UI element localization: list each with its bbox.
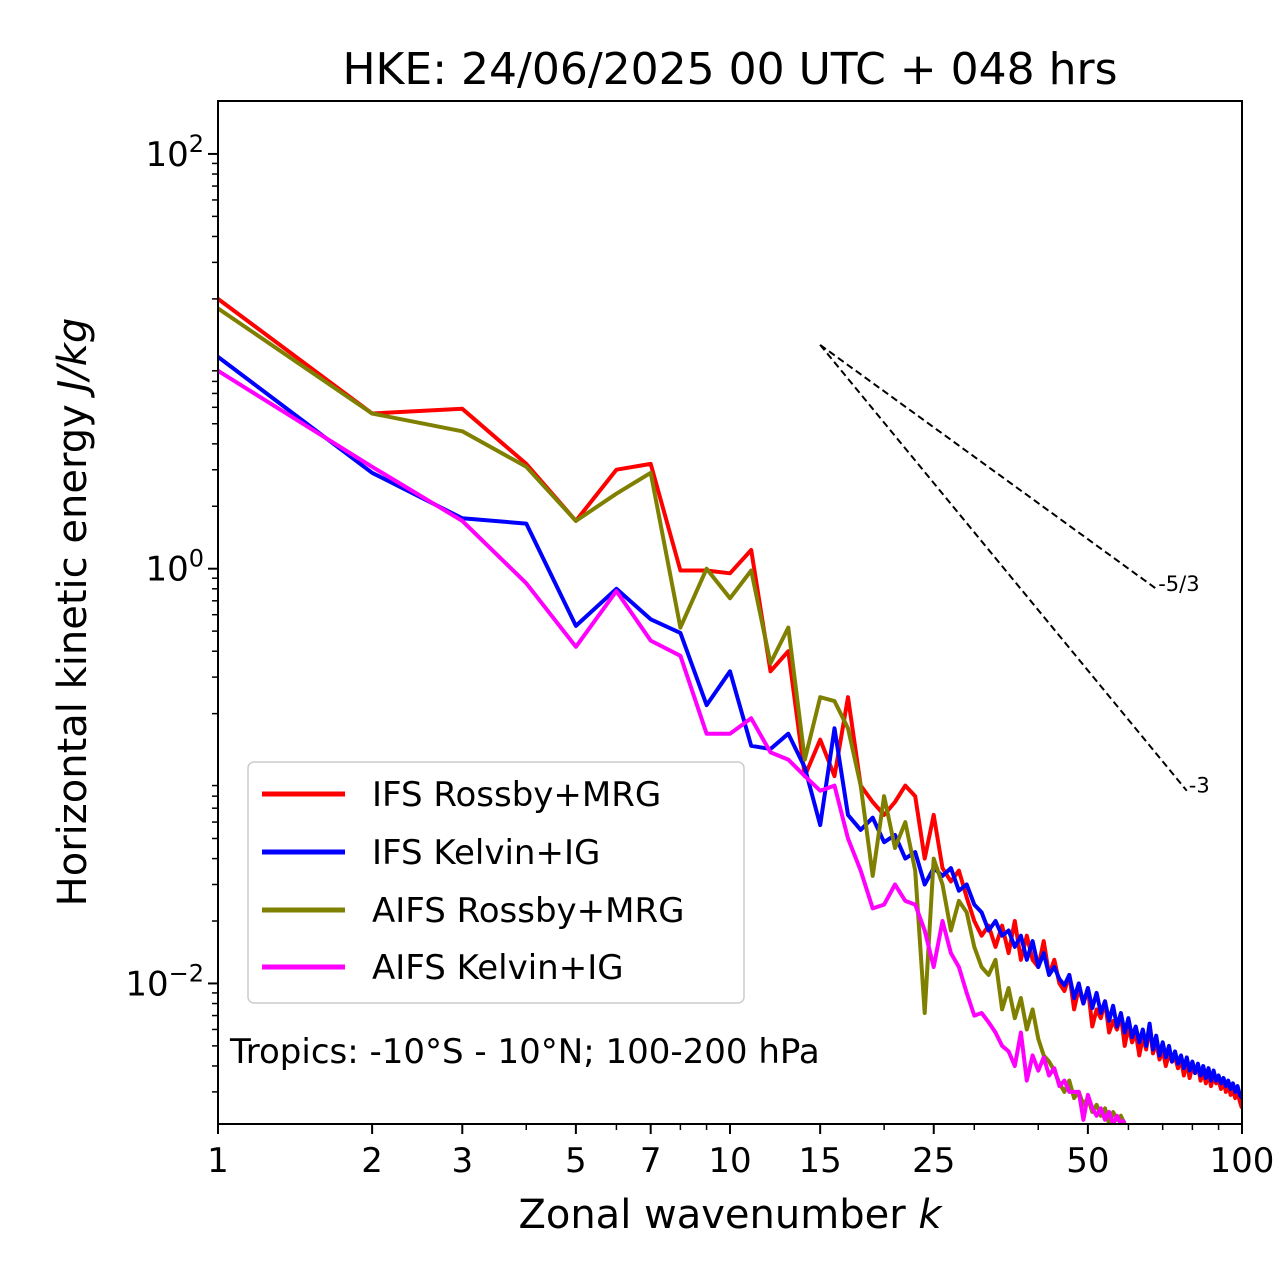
slope-label-1: -3: [1189, 774, 1210, 798]
chart-title: HKE: 24/06/2025 00 UTC + 048 hrs: [342, 44, 1117, 95]
y-tick-label: 102: [145, 130, 204, 175]
region-annotation: Tropics: -10°S - 10°N; 100-200 hPa: [229, 1032, 820, 1072]
legend-box: [247, 761, 745, 1004]
series-layer: [218, 297, 1242, 1124]
x-tick-label: 100: [1210, 1141, 1275, 1181]
x-tick-label: 25: [912, 1141, 955, 1181]
x-tick-label: 5: [565, 1141, 587, 1181]
slope-line-0: [819, 344, 1157, 590]
y-tick-label: 10−2: [125, 959, 204, 1004]
y-axis-ticks: 102 100 10−2: [125, 130, 218, 1093]
legend-label-ifs-kelvin: IFS Kelvin+IG: [372, 833, 600, 873]
reference-slopes: -5/3 -3: [819, 344, 1210, 798]
legend-label-aifs-kelvin: AIFS Kelvin+IG: [372, 948, 624, 988]
x-tick-label: 7: [640, 1141, 662, 1181]
slope-label-0: -5/3: [1158, 572, 1199, 596]
series-line-ifs-kelvin-ig: [218, 355, 1242, 1100]
legend-label-ifs-rossby: IFS Rossby+MRG: [372, 775, 661, 815]
y-axis-label: Horizontal kinetic energy J/kg: [50, 318, 96, 907]
y-tick-label: 100: [145, 545, 204, 590]
x-tick-label: 3: [451, 1141, 473, 1181]
legend: IFS Rossby+MRG IFS Kelvin+IG AIFS Rossby…: [247, 761, 745, 1004]
legend-label-aifs-rossby: AIFS Rossby+MRG: [372, 891, 684, 931]
x-axis-label: Zonal wavenumber k: [518, 1192, 943, 1238]
x-axis-ticks: 1 2 3 5 7 10 15 25 50 100: [207, 1124, 1274, 1181]
x-tick-label: 10: [708, 1141, 751, 1181]
x-tick-label: 50: [1066, 1141, 1109, 1181]
series-line-aifs-kelvin-ig: [218, 369, 1127, 1124]
slope-line-1: [819, 344, 1188, 792]
x-tick-label: 1: [207, 1141, 229, 1181]
x-tick-label: 15: [799, 1141, 842, 1181]
x-tick-label: 2: [361, 1141, 383, 1181]
